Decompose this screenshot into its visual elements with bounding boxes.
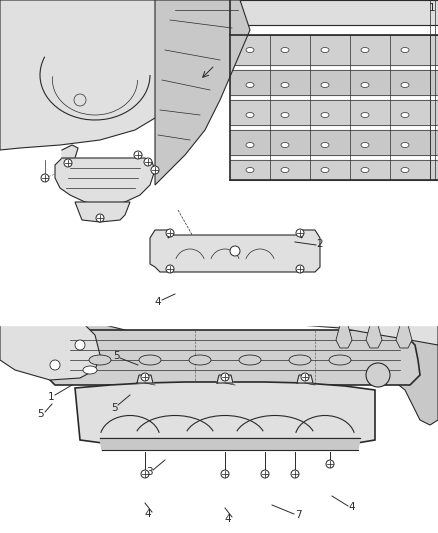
- Text: 4: 4: [349, 502, 355, 512]
- Text: 4: 4: [145, 509, 151, 519]
- Ellipse shape: [321, 112, 329, 117]
- Text: 7: 7: [295, 510, 301, 520]
- Polygon shape: [62, 145, 78, 158]
- Text: 5: 5: [111, 403, 117, 413]
- Circle shape: [366, 363, 390, 387]
- Polygon shape: [150, 230, 320, 272]
- Text: 4: 4: [225, 514, 231, 524]
- Polygon shape: [75, 382, 375, 450]
- Ellipse shape: [361, 142, 369, 148]
- Polygon shape: [336, 325, 352, 348]
- Ellipse shape: [321, 142, 329, 148]
- Circle shape: [144, 158, 152, 166]
- Circle shape: [41, 174, 49, 182]
- Text: 5: 5: [113, 351, 119, 361]
- Text: 4: 4: [155, 297, 161, 307]
- Text: 1: 1: [48, 392, 54, 402]
- Polygon shape: [0, 325, 148, 380]
- Circle shape: [291, 470, 299, 478]
- Ellipse shape: [361, 167, 369, 173]
- Ellipse shape: [361, 83, 369, 87]
- Circle shape: [166, 229, 174, 237]
- Ellipse shape: [246, 112, 254, 117]
- Text: 1: 1: [429, 3, 435, 13]
- Polygon shape: [40, 330, 420, 385]
- Ellipse shape: [281, 167, 289, 173]
- Ellipse shape: [361, 112, 369, 117]
- Text: 2: 2: [317, 239, 323, 249]
- Ellipse shape: [189, 355, 211, 365]
- Polygon shape: [375, 325, 438, 425]
- Ellipse shape: [281, 83, 289, 87]
- Ellipse shape: [83, 366, 97, 374]
- Polygon shape: [137, 375, 153, 383]
- Circle shape: [326, 460, 334, 468]
- Circle shape: [221, 470, 229, 478]
- Ellipse shape: [281, 112, 289, 117]
- Polygon shape: [100, 438, 360, 450]
- Circle shape: [221, 373, 229, 381]
- Polygon shape: [55, 158, 155, 205]
- Ellipse shape: [401, 47, 409, 52]
- Ellipse shape: [401, 142, 409, 148]
- Polygon shape: [396, 325, 412, 348]
- Text: 5: 5: [38, 409, 44, 419]
- Polygon shape: [366, 325, 382, 348]
- Polygon shape: [217, 375, 233, 383]
- Ellipse shape: [139, 355, 161, 365]
- Circle shape: [166, 265, 174, 273]
- Circle shape: [141, 470, 149, 478]
- Circle shape: [261, 470, 269, 478]
- Ellipse shape: [246, 142, 254, 148]
- Circle shape: [230, 246, 240, 256]
- Polygon shape: [297, 375, 313, 383]
- Circle shape: [141, 373, 149, 381]
- Circle shape: [301, 373, 309, 381]
- Ellipse shape: [321, 167, 329, 173]
- Circle shape: [151, 166, 159, 174]
- Circle shape: [50, 360, 60, 370]
- Circle shape: [176, 292, 180, 296]
- Polygon shape: [155, 0, 250, 185]
- Polygon shape: [0, 325, 100, 380]
- Circle shape: [134, 151, 142, 159]
- Ellipse shape: [401, 112, 409, 117]
- Circle shape: [296, 229, 304, 237]
- Polygon shape: [0, 0, 240, 150]
- Ellipse shape: [89, 355, 111, 365]
- Text: 3: 3: [146, 467, 152, 477]
- Polygon shape: [300, 325, 438, 345]
- Circle shape: [171, 286, 179, 294]
- Circle shape: [96, 214, 104, 222]
- Ellipse shape: [361, 47, 369, 52]
- Ellipse shape: [246, 47, 254, 52]
- Ellipse shape: [329, 355, 351, 365]
- Ellipse shape: [239, 355, 261, 365]
- Circle shape: [64, 159, 72, 167]
- Ellipse shape: [281, 142, 289, 148]
- Polygon shape: [75, 202, 130, 222]
- Ellipse shape: [246, 167, 254, 173]
- Ellipse shape: [401, 83, 409, 87]
- Ellipse shape: [401, 167, 409, 173]
- Ellipse shape: [281, 47, 289, 52]
- Ellipse shape: [246, 83, 254, 87]
- Ellipse shape: [289, 355, 311, 365]
- Circle shape: [75, 340, 85, 350]
- Ellipse shape: [321, 83, 329, 87]
- Circle shape: [296, 265, 304, 273]
- Ellipse shape: [321, 47, 329, 52]
